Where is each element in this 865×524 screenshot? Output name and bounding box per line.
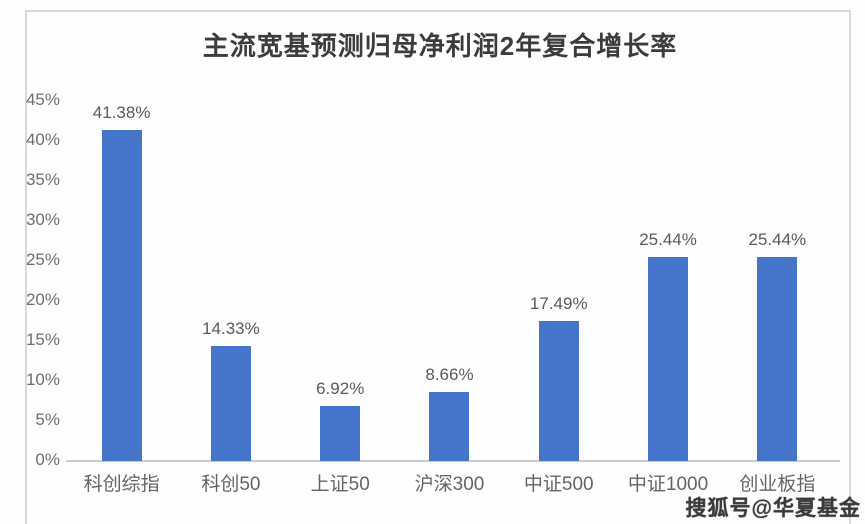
x-category-label: 上证50 [310, 474, 370, 495]
bar-column: 25.44% [723, 0, 832, 461]
bar-data-label: 25.44% [639, 230, 697, 250]
y-tick-label: 40% [25, 130, 60, 149]
x-axis: 科创综指 科创50 上证50 沪深300 中证500 中证1000 创业板指 [67, 469, 832, 496]
bar-data-label: 8.66% [425, 364, 474, 384]
bar-data-label: 41.38% [92, 102, 151, 122]
bars-area: 41.38% 14.33% 6.92% 8.66% 17.49% 25.44% 25.44% [67, 0, 832, 461]
x-category-label: 科创综指 [83, 474, 160, 495]
y-tick-label: 45% [25, 90, 60, 109]
y-tick-label: 10% [25, 370, 60, 389]
bar-data-label: 25.44% [748, 230, 807, 250]
watermark: 搜狐号@华夏基金 [685, 497, 861, 520]
bar-column: 6.92% [286, 0, 395, 461]
bar [538, 321, 579, 461]
x-category-label: 科创50 [201, 474, 261, 495]
bar [210, 346, 251, 461]
x-category-label: 创业板指 [739, 474, 816, 495]
bar-column: 25.44% [613, 0, 722, 461]
x-axis-line [66, 460, 840, 462]
bar-data-label: 17.49% [529, 294, 588, 314]
y-tick-label: 25% [25, 250, 60, 269]
bar-column: 41.38% [67, 0, 176, 461]
bar-column: 14.33% [176, 0, 285, 461]
x-category-label: 中证500 [523, 474, 594, 495]
bar [757, 257, 798, 461]
y-tick-label: 15% [25, 330, 60, 349]
y-tick-label: 5% [35, 410, 60, 429]
bar-column: 17.49% [504, 0, 613, 461]
x-category-label: 沪深300 [414, 474, 485, 495]
bar [101, 129, 142, 461]
y-tick-label: 30% [25, 210, 60, 229]
bar [320, 405, 361, 461]
bar-data-label: 6.92% [316, 378, 365, 398]
bar-data-label: 14.33% [202, 319, 260, 339]
bar-column: 8.66% [395, 0, 504, 461]
bar [429, 391, 470, 461]
y-tick-label: 35% [25, 170, 60, 189]
x-category-label: 中证1000 [627, 474, 709, 495]
chart-title: 主流宽基预测归母净利润2年复合增长率 [202, 31, 678, 61]
y-tick-label: 0% [35, 450, 60, 469]
y-tick-label: 20% [25, 290, 60, 309]
bar [648, 257, 689, 461]
